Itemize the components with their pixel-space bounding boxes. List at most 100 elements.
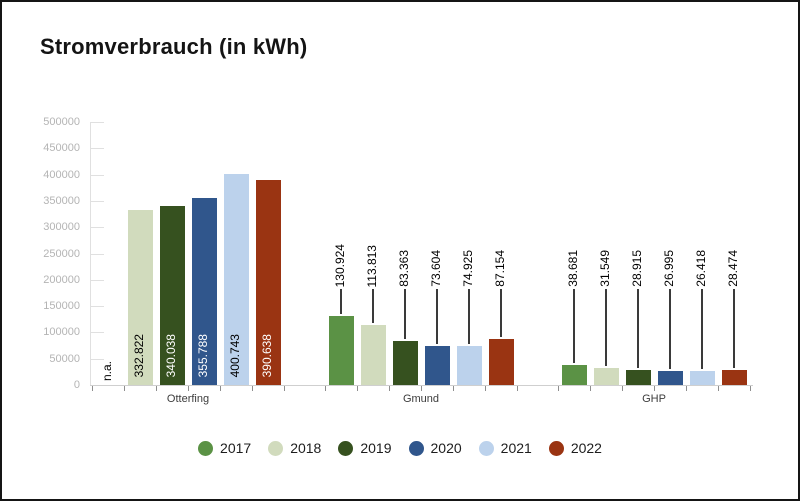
x-axis-tick [421,386,422,391]
y-axis-tick [90,279,104,281]
bar-2022-Gmund[interactable] [488,339,514,385]
legend-item-2022[interactable]: 2022 [548,440,602,456]
x-axis-tick [156,386,157,391]
bar-2019-GHP[interactable] [625,370,651,385]
bar-2021-Otterfing[interactable] [223,174,249,385]
y-axis-tick [90,358,104,360]
legend-label: 2018 [290,440,322,456]
na-label: n.a. [100,360,114,381]
y-axis-tick [90,148,104,150]
value-label-stem [733,289,735,368]
x-axis-tick [686,386,687,391]
value-label-stem [468,289,470,344]
bar-2020-Gmund[interactable] [424,346,450,385]
bar-2017-GHP[interactable] [561,365,587,385]
x-axis-tick [284,386,285,391]
bar-2019-Gmund[interactable] [392,341,418,385]
legend-marker-icon [478,440,494,456]
y-axis-label: 500000 [43,116,80,128]
bar-2018-Otterfing[interactable] [127,210,153,385]
bar-2022-GHP[interactable] [721,370,747,385]
value-label-stem [436,289,438,344]
x-axis-tick [750,386,751,391]
y-axis-label: 300000 [43,221,80,234]
bar-2021-Gmund[interactable] [456,346,482,385]
x-axis-tick [517,386,518,391]
x-axis-tick [357,386,358,391]
y-axis-tick [90,253,104,255]
value-label: 340.038 [164,333,178,377]
value-label-stem [669,289,671,369]
value-label: 390.638 [260,333,274,377]
x-axis-tick [124,386,125,391]
x-axis-tick [622,386,623,391]
legend-item-2019[interactable]: 2019 [338,440,392,456]
bar-2021-GHP[interactable] [689,371,715,385]
category-label-GHP: GHP [642,393,666,405]
y-axis-tick [90,332,104,334]
bar-2018-Gmund[interactable] [360,325,386,385]
bar-2020-Otterfing[interactable] [191,198,217,385]
y-axis-label: 450000 [43,142,80,155]
legend-marker-icon [408,440,424,456]
legend-label: 2021 [500,440,532,456]
legend-item-2018[interactable]: 2018 [268,440,321,456]
y-axis-label: 50000 [49,352,80,365]
value-label-stem [605,289,607,366]
y-axis-label: 100000 [43,326,80,339]
x-axis-tick [252,386,253,391]
legend-marker-icon [198,440,214,456]
value-label: 355.788 [196,333,210,377]
value-label: 332.822 [132,333,146,377]
value-label-stem [340,289,342,314]
x-axis-tick [220,386,221,391]
x-axis-tick [325,386,326,391]
x-axis-tick [188,386,189,391]
legend: 2017 2018 2019 2020 2021 2022 [0,440,800,456]
x-axis-tick [453,386,454,391]
y-axis-label: 250000 [43,247,80,260]
legend-label: 2022 [570,440,602,456]
y-axis-label: 400000 [43,168,80,181]
x-axis-tick [485,386,486,391]
y-axis-tick [90,200,104,202]
value-label: 26.995 [662,250,676,287]
category-label-Gmund: Gmund [402,393,440,405]
y-axis-tick [90,227,104,229]
legend-item-2021[interactable]: 2021 [478,440,532,456]
value-label-stem [701,289,703,369]
bar-2019-Otterfing[interactable] [159,206,185,385]
chart-title: Stromverbrauch (in kWh) [40,34,308,59]
legend-marker-icon [548,440,564,456]
y-axis-label: 150000 [43,300,80,313]
value-label: 31.549 [598,250,612,287]
y-axis-label: 0 [73,379,80,391]
value-label-stem [500,289,502,337]
y-axis-label: 350000 [43,194,80,207]
value-label-stem [637,289,639,368]
bar-2018-GHP[interactable] [593,368,619,385]
value-label: 113.813 [365,244,379,288]
legend-label: 2019 [360,440,392,456]
value-label: 38.681 [566,250,580,287]
category-label-Otterfing: Otterfing [166,393,210,405]
x-axis-tick [558,386,559,391]
legend-item-2020[interactable]: 2020 [408,440,462,456]
value-label-stem [573,289,575,363]
legend-item-2017[interactable]: 2017 [198,440,251,456]
x-axis-tick [654,386,655,391]
y-axis-tick [90,122,104,123]
value-label-stem [404,289,406,339]
legend-label: 2017 [220,440,252,456]
value-label: 400.743 [228,333,242,377]
value-label: 74.925 [461,250,475,287]
x-axis-tick [590,386,591,391]
bar-2020-GHP[interactable] [657,371,683,385]
legend-marker-icon [268,440,284,456]
value-label: 26.418 [694,250,708,287]
bar-2022-Otterfing[interactable] [255,180,281,385]
x-axis-tick [718,386,719,391]
value-label: 130.924 [333,243,347,287]
bar-2017-Gmund[interactable] [328,316,354,385]
